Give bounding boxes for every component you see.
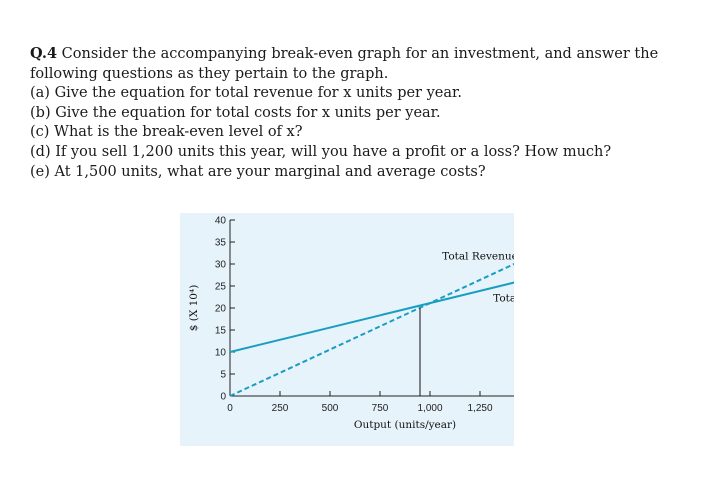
question-number: Q.4 xyxy=(30,45,58,62)
total-cost-line xyxy=(229,281,514,353)
question-block: Q.4 Consider the accompanying break-even… xyxy=(30,44,690,182)
question-intro-line-2: following questions as they pertain to t… xyxy=(30,65,389,82)
chart-series xyxy=(229,262,514,397)
y-tick-label: 25 xyxy=(215,282,227,293)
x-axis-title: Output (units/year) xyxy=(354,419,456,431)
break-even-chart: 051015202530354002505007501,0001,2501,50… xyxy=(180,213,514,446)
y-tick-label: 35 xyxy=(215,238,227,249)
chart-svg: 051015202530354002505007501,0001,2501,50… xyxy=(180,213,514,446)
y-tick-label: 30 xyxy=(215,260,227,271)
y-tick-label: 15 xyxy=(215,326,227,337)
question-item-e: (e) At 1,500 units, what are your margin… xyxy=(30,163,486,180)
y-axis-title: $ (X 10⁴) xyxy=(188,285,200,332)
y-tick-label: 20 xyxy=(215,304,227,315)
total-cost-label: Total Cost xyxy=(493,292,514,304)
y-tick-label: 40 xyxy=(215,216,227,227)
x-tick-label: 1,000 xyxy=(417,403,442,414)
y-tick-label: 5 xyxy=(220,370,226,381)
question-item-a: (a) Give the equation for total revenue … xyxy=(30,85,462,102)
y-tick-label: 10 xyxy=(215,348,227,359)
question-intro-line-1: Q.4 Consider the accompanying break-even… xyxy=(30,44,690,65)
question-item-d: (d) If you sell 1,200 units this year, w… xyxy=(30,143,612,160)
x-tick-label: 250 xyxy=(272,403,289,414)
chart-labels: Total Revenue Total Cost Output (units/yea… xyxy=(188,251,514,431)
question-item-b: (b) Give the equation for total costs fo… xyxy=(30,104,441,121)
x-tick-label: 0 xyxy=(227,403,233,414)
question-item-c: (c) What is the break-even level of x? xyxy=(30,124,303,141)
question-intro-text: Consider the accompanying break-even gra… xyxy=(61,46,659,62)
total-revenue-line xyxy=(229,262,514,397)
chart-ticks: 051015202530354002505007501,0001,2501,50… xyxy=(215,216,493,415)
x-tick-label: 1,250 xyxy=(467,403,492,414)
y-tick-label: 0 xyxy=(220,392,226,403)
chart-background xyxy=(180,213,514,446)
x-tick-label: 500 xyxy=(322,403,339,414)
total-revenue-label: Total Revenue xyxy=(442,251,514,263)
x-tick-label: 750 xyxy=(372,403,389,414)
